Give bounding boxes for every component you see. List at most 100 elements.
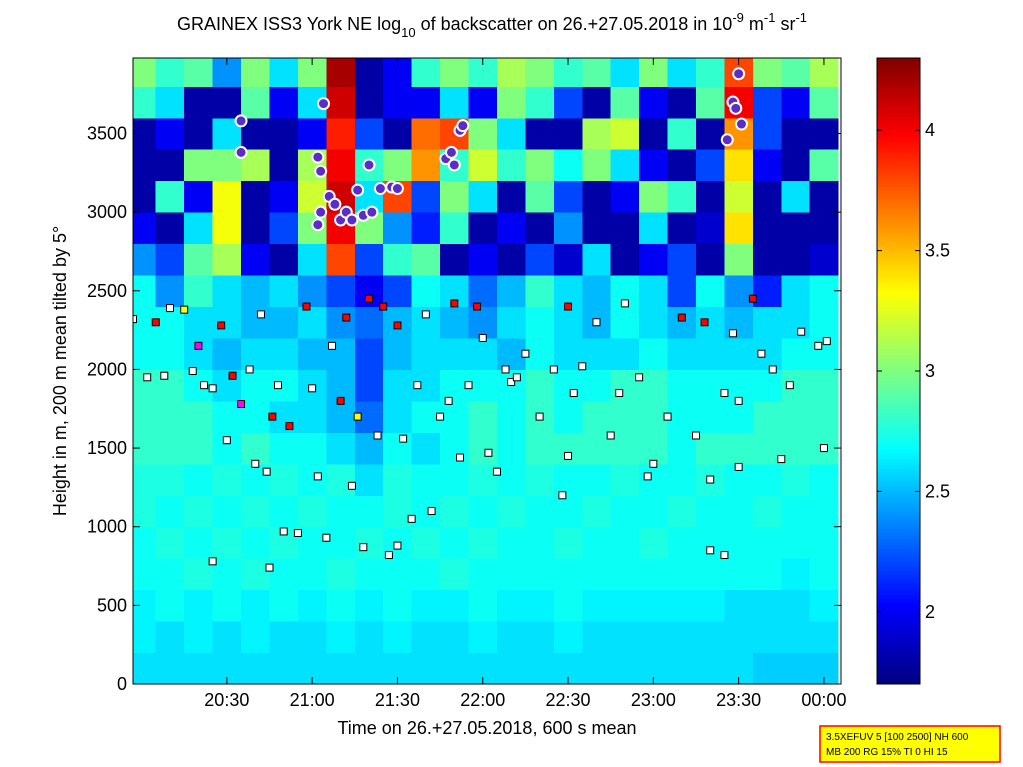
heat-cell	[383, 86, 413, 119]
heat-cell	[241, 337, 270, 370]
square-marker	[578, 362, 587, 371]
heat-cell	[610, 212, 640, 245]
square-marker	[160, 371, 169, 380]
heat-cell	[809, 306, 839, 339]
heat-cell	[667, 149, 697, 182]
square-marker	[444, 396, 453, 405]
heat-cell	[297, 589, 327, 622]
heat-cell	[525, 243, 555, 276]
heat-cell	[383, 558, 413, 591]
square-marker	[635, 373, 644, 382]
heat-cell	[639, 432, 669, 465]
heat-cell	[582, 117, 612, 150]
heat-cell	[667, 432, 697, 465]
heat-cell	[752, 306, 782, 339]
heat-cell	[553, 337, 583, 370]
heat-cell	[781, 463, 811, 496]
x-tick-label: 00:00	[801, 690, 846, 710]
heat-cell	[553, 212, 583, 245]
heat-cell	[133, 212, 157, 245]
heat-cell	[781, 149, 811, 182]
heat-cell	[525, 495, 555, 528]
heat-cell	[297, 558, 327, 591]
heat-cell	[354, 589, 384, 622]
heat-cell	[781, 243, 811, 276]
x-tick-label: 22:00	[460, 690, 505, 710]
heat-cell	[241, 589, 270, 622]
square-marker	[237, 400, 246, 409]
square-marker	[256, 310, 265, 319]
heat-cell	[667, 463, 697, 496]
heat-cell	[326, 621, 356, 654]
heat-cell	[212, 86, 242, 119]
square-marker	[251, 459, 260, 468]
x-tick-label: 23:00	[631, 690, 676, 710]
heat-cell	[269, 149, 299, 182]
heat-cell	[639, 337, 669, 370]
square-marker	[342, 313, 351, 322]
heat-cell	[354, 526, 384, 559]
heat-cell	[133, 463, 157, 496]
heat-cell	[525, 275, 555, 308]
square-marker	[615, 389, 624, 398]
square-marker	[720, 389, 729, 398]
heat-cell	[326, 432, 356, 465]
square-marker	[706, 546, 715, 555]
heat-cell	[809, 369, 839, 402]
heat-cell	[297, 463, 327, 496]
heat-cell	[724, 432, 754, 465]
heat-cell	[440, 86, 470, 119]
heat-cell	[184, 495, 214, 528]
heat-cell	[269, 432, 299, 465]
heat-cell	[354, 117, 384, 150]
heat-cell	[184, 463, 214, 496]
plot-frame	[132, 57, 842, 685]
heat-cell	[468, 275, 498, 308]
heat-cell	[582, 495, 612, 528]
heat-cell	[440, 463, 470, 496]
circle-marker	[234, 114, 248, 128]
title-part: -1	[795, 10, 807, 25]
heat-cell	[582, 463, 612, 496]
heat-cell	[468, 306, 498, 339]
heat-cell	[468, 337, 498, 370]
heat-cell	[496, 652, 526, 684]
heat-cell	[582, 558, 612, 591]
heat-cell	[496, 275, 526, 308]
heat-cell	[752, 149, 782, 182]
heat-cell	[326, 558, 356, 591]
heat-cell	[269, 180, 299, 213]
heat-cell	[241, 495, 270, 528]
heat-cell	[411, 432, 441, 465]
heat-cell	[781, 275, 811, 308]
heat-cell	[610, 526, 640, 559]
heat-cell	[752, 275, 782, 308]
heatmap	[133, 58, 839, 684]
heat-cell	[582, 432, 612, 465]
heat-cell	[553, 463, 583, 496]
heat-cell	[724, 495, 754, 528]
heat-cell	[639, 117, 669, 150]
heat-cell	[582, 526, 612, 559]
heat-cell	[212, 369, 242, 402]
heat-cell	[440, 621, 470, 654]
heat-cell	[155, 149, 185, 182]
heat-cell	[496, 337, 526, 370]
heat-cell	[133, 621, 157, 654]
heat-cell	[133, 495, 157, 528]
heat-cell	[468, 149, 498, 182]
heat-cell	[639, 400, 669, 433]
heat-cell	[440, 306, 470, 339]
square-marker	[384, 551, 393, 560]
heat-cell	[610, 400, 640, 433]
heat-cell	[610, 495, 640, 528]
heat-cell	[212, 306, 242, 339]
heat-cell	[468, 558, 498, 591]
colorbar-axis: 2 2.5 3 3.5 4	[877, 120, 950, 622]
heat-cell	[639, 589, 669, 622]
heat-cell	[269, 58, 299, 87]
heat-cell	[525, 432, 555, 465]
square-marker	[643, 472, 652, 481]
heat-cell	[752, 180, 782, 213]
